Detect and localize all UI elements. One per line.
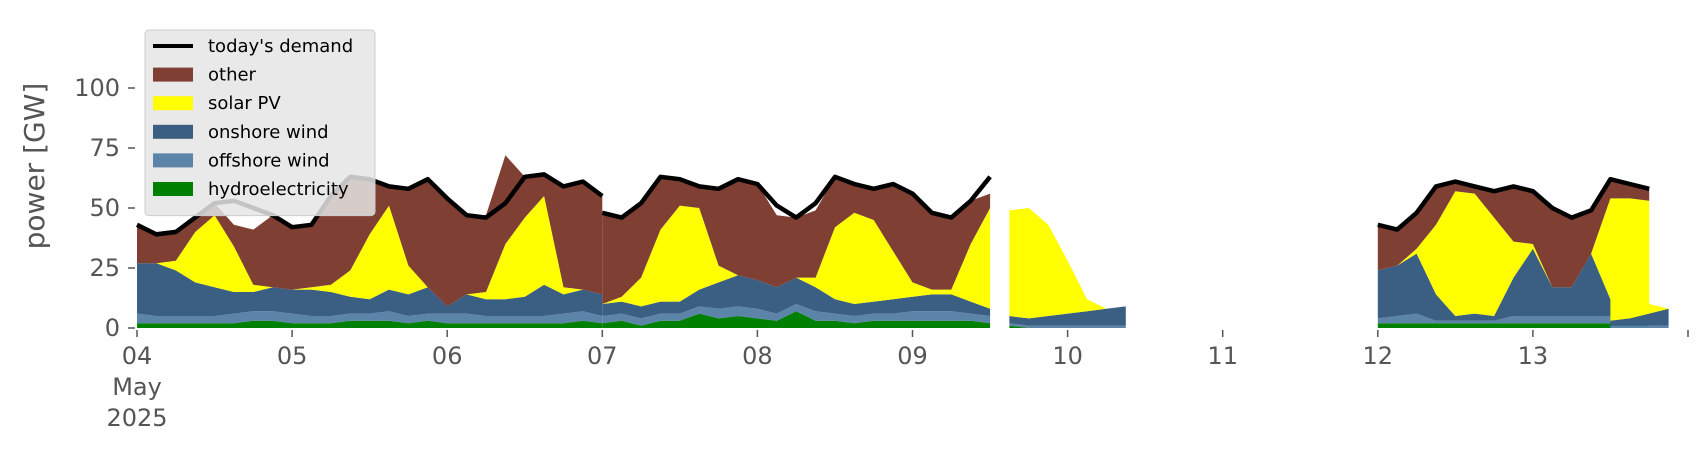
y-tick-label-100: 100 — [74, 74, 120, 102]
x-tick-label-05: 05 — [277, 342, 308, 370]
area-onshore-segment-4 — [1377, 248, 1650, 321]
area-other-segment-1 — [137, 155, 603, 307]
axes: 0 25 50 75 100 04 May 2025 05 06 07 08 09 10 11 12 13 — [74, 74, 1689, 432]
x-tick-label-04: 04 — [122, 342, 153, 370]
legend-swatch-solar — [153, 96, 193, 111]
stacked-areas — [137, 155, 1669, 328]
x-tick-label-12: 12 — [1363, 342, 1394, 370]
legend-swatch-other — [153, 67, 193, 82]
x-tick-label-06: 06 — [432, 342, 463, 370]
legend: today's demand other solar PV onshore wind o… — [144, 29, 376, 217]
x-tick-label-13: 13 — [1518, 342, 1549, 370]
legend-swatch-offshore — [153, 153, 193, 168]
x-tick-label-08: 08 — [742, 342, 773, 370]
x-tick-label-11: 11 — [1207, 342, 1238, 370]
x-tick-sublabel-may: May — [112, 373, 162, 401]
area-other-segment-4 — [1377, 179, 1650, 288]
x-tick-label-10: 10 — [1052, 342, 1083, 370]
area-offshore-segment-1 — [137, 311, 603, 324]
area-hydro-segment-2 — [602, 311, 991, 328]
legend-label-offshore: offshore wind — [208, 150, 330, 171]
area-solar-segment-3 — [1009, 208, 1126, 319]
y-axis-label: power [GW] — [18, 83, 51, 250]
legend-swatch-onshore — [153, 124, 193, 139]
area-onshore-segment-1 — [137, 263, 603, 316]
x-tick-label-09: 09 — [897, 342, 928, 370]
legend-swatch-hydro — [153, 182, 193, 196]
area-offshore-segment-2 — [602, 304, 991, 326]
y-tick-label-25: 25 — [89, 254, 120, 282]
demand-line-segment-2 — [601, 174, 992, 220]
legend-label-other: other — [208, 65, 257, 86]
y-tick-label-75: 75 — [89, 134, 120, 162]
x-tick-sublabel-2025: 2025 — [106, 404, 167, 432]
area-other-segment-2 — [602, 176, 991, 304]
legend-label-onshore: onshore wind — [208, 122, 329, 143]
legend-label-demand: today's demand — [208, 36, 353, 57]
legend-label-solar: solar PV — [208, 93, 281, 114]
legend-box — [144, 29, 376, 217]
area-solar-segment-1 — [137, 196, 603, 307]
y-tick-label-0: 0 — [105, 314, 120, 342]
area-hydro-segment-4 — [1377, 323, 1650, 328]
area-hydro-segment-3 — [1009, 325, 1126, 328]
legend-label-hydro: hydroelectricity — [208, 179, 349, 200]
area-onshore-segment-3 — [1009, 306, 1126, 326]
x-tick-label-07: 07 — [587, 342, 618, 370]
demand-line-segment-4 — [1377, 176, 1650, 232]
area-offshore-segment-5 — [1610, 325, 1669, 328]
area-solar-segment-5 — [1610, 203, 1669, 321]
area-solar-segment-2 — [602, 205, 991, 309]
area-onshore-segment-5 — [1610, 308, 1669, 326]
area-hydro-segment-1 — [137, 320, 603, 328]
area-onshore-segment-2 — [602, 275, 991, 319]
y-tick-label-50: 50 — [89, 194, 120, 222]
area-solar-segment-4 — [1377, 191, 1650, 319]
